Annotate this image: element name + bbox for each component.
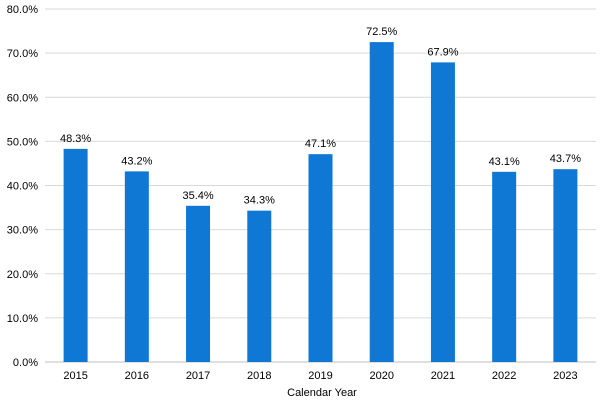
x-tick-label-2016: 2016 [125,370,149,382]
y-tick-label: 40.0% [7,181,38,193]
x-tick-label-2020: 2020 [369,370,393,382]
data-label-2019: 47.1% [305,138,336,150]
data-label-2017: 35.4% [182,190,213,202]
bar-2019 [308,154,333,362]
bar-2015 [63,148,88,362]
y-tick-label: 60.0% [7,92,38,104]
data-label-2015: 48.3% [60,133,91,145]
bar-2023 [553,169,578,362]
bar-2020 [369,42,394,362]
x-tick-label-2017: 2017 [186,370,210,382]
y-tick-label: 30.0% [7,225,38,237]
data-labels: 48.3% 43.2% 35.4% 34.3% 47.1% 72.5% 67.9% 43.1%… [60,26,581,207]
bar-2018 [247,210,272,362]
y-tick-label: 80.0% [7,4,38,16]
data-label-2022: 43.1% [489,156,520,168]
data-label-2016: 43.2% [121,155,152,167]
x-tick-label-2021: 2021 [431,370,455,382]
y-tick-label: 0.0% [13,357,38,369]
bar-2021 [430,62,455,363]
data-label-2023: 43.7% [550,153,581,165]
tick-labels: 0.0% 10.0% 20.0% 30.0% 40.0% 50.0% 60.0% 70.0% 8… [7,4,578,382]
data-label-2021: 67.9% [427,46,458,58]
data-label-2018: 34.3% [244,195,275,207]
x-tick-label-2018: 2018 [247,370,271,382]
bar-2017 [186,205,211,362]
y-tick-label: 50.0% [7,136,38,148]
x-tick-label-2023: 2023 [553,370,577,382]
y-tick-label: 20.0% [7,269,38,281]
x-axis-title: Calendar Year [287,387,357,399]
data-label-2020: 72.5% [366,26,397,38]
bar-2022 [492,171,517,362]
x-tick-label-2015: 2015 [63,370,87,382]
x-tick-label-2022: 2022 [492,370,516,382]
bar-2016 [124,171,149,362]
y-tick-label: 10.0% [7,313,38,325]
x-tick-label-2019: 2019 [308,370,332,382]
y-tick-label: 70.0% [7,48,38,60]
bars [63,42,578,363]
